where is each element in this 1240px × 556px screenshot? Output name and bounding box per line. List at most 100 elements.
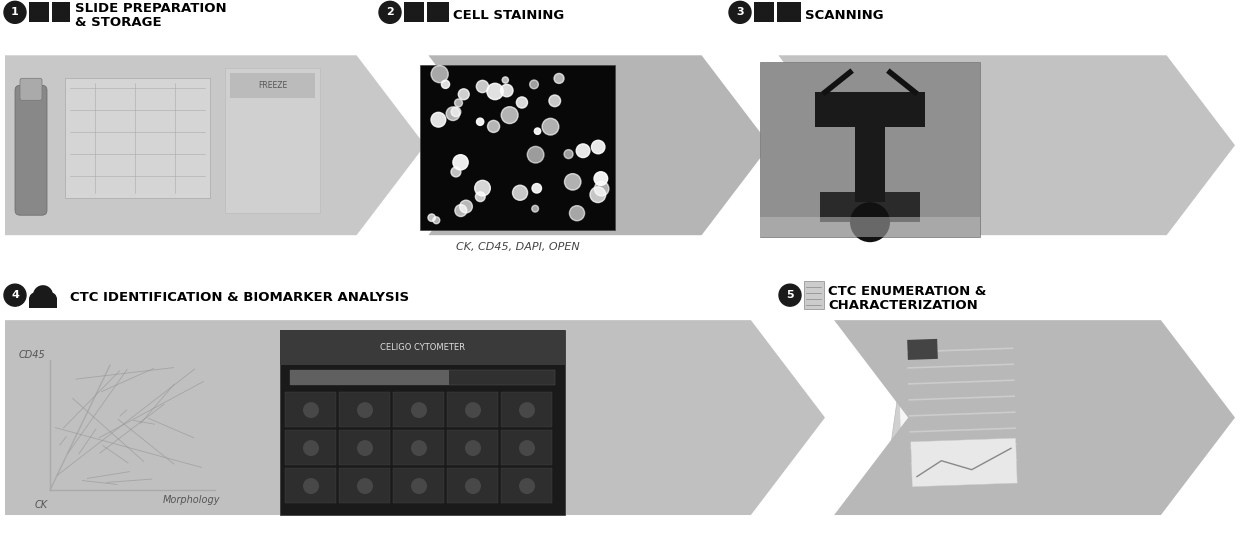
Circle shape — [529, 80, 538, 89]
Circle shape — [451, 107, 461, 117]
Bar — [501, 392, 552, 427]
Circle shape — [520, 440, 534, 456]
Circle shape — [453, 155, 469, 170]
Circle shape — [432, 112, 445, 127]
Bar — [754, 2, 774, 22]
Bar — [910, 438, 1017, 486]
Circle shape — [527, 146, 544, 163]
Circle shape — [410, 478, 427, 494]
Text: CTC ENUMERATION &: CTC ENUMERATION & — [828, 285, 986, 297]
Text: 5: 5 — [786, 290, 794, 300]
Circle shape — [410, 402, 427, 418]
Circle shape — [487, 120, 500, 132]
Circle shape — [410, 440, 427, 456]
Bar — [64, 78, 210, 198]
Circle shape — [849, 202, 890, 242]
Text: CK, CD45, DAPI, OPEN: CK, CD45, DAPI, OPEN — [455, 242, 579, 252]
Bar — [339, 430, 391, 465]
Bar — [393, 468, 444, 503]
Circle shape — [465, 478, 481, 494]
Circle shape — [516, 97, 527, 108]
Polygon shape — [835, 320, 1235, 515]
Circle shape — [520, 402, 534, 418]
Bar — [404, 2, 424, 22]
Text: CK: CK — [35, 500, 48, 510]
Circle shape — [542, 118, 559, 135]
Text: CELL STAINING: CELL STAINING — [453, 9, 564, 22]
Circle shape — [502, 77, 508, 83]
Circle shape — [554, 73, 564, 83]
FancyBboxPatch shape — [15, 85, 47, 215]
Circle shape — [303, 402, 319, 418]
Circle shape — [432, 66, 448, 83]
Circle shape — [591, 140, 605, 154]
Bar — [285, 468, 336, 503]
Bar — [884, 332, 1035, 508]
Circle shape — [303, 440, 319, 456]
Circle shape — [4, 284, 26, 306]
Bar — [427, 2, 449, 22]
Circle shape — [446, 107, 460, 121]
Bar — [29, 298, 57, 308]
Text: 2: 2 — [386, 7, 394, 17]
Circle shape — [501, 107, 518, 123]
Circle shape — [441, 80, 450, 88]
Circle shape — [549, 95, 560, 107]
Circle shape — [433, 217, 440, 224]
Bar — [280, 330, 565, 515]
Text: FREEZE: FREEZE — [258, 81, 288, 90]
Bar — [897, 333, 1028, 502]
Bar — [339, 392, 391, 427]
Bar — [777, 2, 801, 22]
Bar — [339, 468, 391, 503]
Bar — [501, 430, 552, 465]
Circle shape — [487, 83, 503, 100]
Circle shape — [594, 181, 609, 196]
Circle shape — [475, 180, 490, 196]
Bar — [908, 339, 937, 360]
Bar — [290, 370, 556, 385]
Circle shape — [476, 80, 489, 93]
Circle shape — [303, 478, 319, 494]
Circle shape — [564, 150, 573, 158]
Polygon shape — [428, 55, 770, 235]
Bar — [446, 468, 498, 503]
Circle shape — [476, 118, 484, 126]
Bar — [856, 112, 885, 202]
Circle shape — [590, 187, 605, 202]
Circle shape — [43, 292, 57, 306]
Circle shape — [465, 440, 481, 456]
Circle shape — [451, 167, 461, 177]
Bar — [760, 62, 980, 237]
Bar — [290, 370, 449, 385]
Circle shape — [459, 89, 469, 100]
Bar — [760, 217, 980, 237]
Text: 3: 3 — [737, 7, 744, 17]
Circle shape — [512, 185, 527, 200]
Text: Morphology: Morphology — [162, 495, 219, 505]
Circle shape — [779, 284, 801, 306]
FancyBboxPatch shape — [20, 78, 42, 100]
Circle shape — [357, 478, 373, 494]
Bar — [446, 430, 498, 465]
Circle shape — [428, 214, 435, 221]
Circle shape — [357, 440, 373, 456]
Circle shape — [357, 402, 373, 418]
Bar — [446, 392, 498, 427]
Polygon shape — [779, 55, 1235, 235]
Bar — [285, 430, 336, 465]
Circle shape — [564, 173, 580, 190]
Bar — [393, 430, 444, 465]
Circle shape — [532, 183, 542, 193]
Text: SCANNING: SCANNING — [805, 9, 884, 22]
Circle shape — [569, 206, 584, 221]
Bar — [393, 392, 444, 427]
Text: CTC IDENTIFICATION & BIOMARKER ANALYSIS: CTC IDENTIFICATION & BIOMARKER ANALYSIS — [69, 291, 409, 304]
Circle shape — [534, 128, 541, 135]
Bar — [224, 68, 320, 213]
Polygon shape — [5, 320, 825, 515]
Bar — [29, 2, 50, 22]
Circle shape — [460, 200, 472, 213]
Circle shape — [455, 205, 466, 216]
Text: CD45: CD45 — [19, 350, 45, 360]
